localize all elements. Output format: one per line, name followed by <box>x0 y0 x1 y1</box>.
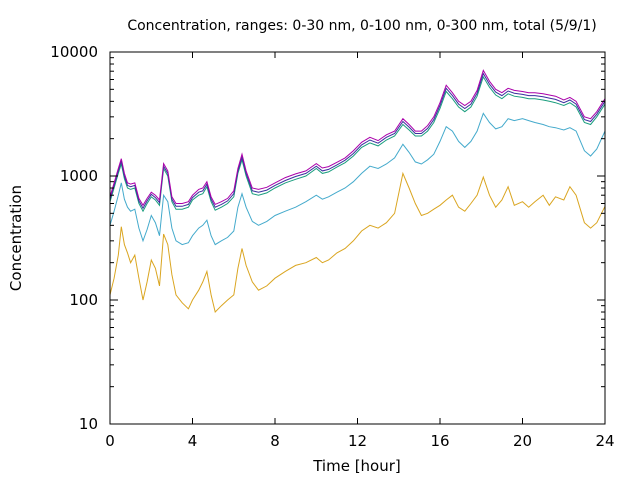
y-tick-label: 100 <box>69 291 98 309</box>
chart-title: Concentration, ranges: 0-30 nm, 0-100 nm… <box>127 18 596 34</box>
x-axis-label: Time [hour] <box>312 457 401 475</box>
y-tick-label: 10000 <box>50 43 98 61</box>
x-axis: 0 4 8 12 16 20 24 <box>105 52 615 450</box>
y-axis: 10 100 1000 10000 <box>50 43 605 433</box>
x-tick-label: 16 <box>430 432 449 450</box>
series-line-5 <box>109 69 606 207</box>
y-axis-label: Concentration <box>7 185 25 291</box>
series-layer <box>109 69 606 313</box>
y-tick-label: 1000 <box>60 167 98 185</box>
x-tick-label: 4 <box>188 432 198 450</box>
series-line-1 <box>109 171 606 313</box>
y-tick-label: 10 <box>79 415 98 433</box>
x-tick-label: 20 <box>513 432 532 450</box>
plot-frame <box>109 51 606 425</box>
x-tick-label: 0 <box>105 432 115 450</box>
x-tick-label: 8 <box>270 432 280 450</box>
x-tick-label: 24 <box>595 432 614 450</box>
series-line-3 <box>109 75 606 213</box>
x-tick-label: 12 <box>348 432 367 450</box>
series-line-2 <box>109 112 606 246</box>
series-line-4 <box>109 72 606 210</box>
